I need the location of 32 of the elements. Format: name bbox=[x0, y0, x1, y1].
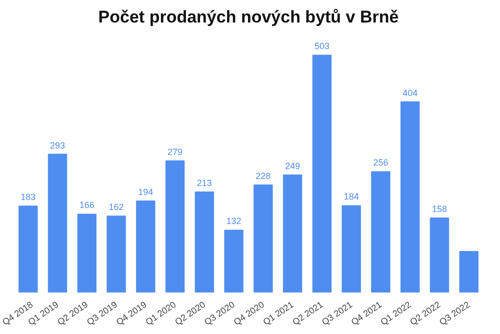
bar bbox=[342, 205, 361, 292]
bar bbox=[224, 230, 244, 292]
bar bbox=[194, 192, 214, 292]
bar bbox=[400, 101, 420, 292]
bar bbox=[48, 154, 68, 292]
data-label: 162 bbox=[108, 202, 124, 212]
bar bbox=[77, 214, 97, 292]
data-label: 132 bbox=[226, 216, 242, 226]
data-label: 184 bbox=[344, 192, 359, 202]
data-label: 404 bbox=[402, 88, 418, 98]
chart-title: Počet prodaných nových bytů v Brně bbox=[98, 8, 399, 26]
data-label: 183 bbox=[20, 192, 36, 202]
bar bbox=[106, 216, 126, 292]
bar bbox=[254, 184, 273, 292]
data-label: 279 bbox=[168, 146, 183, 157]
data-label: 256 bbox=[373, 158, 388, 168]
data-label: 228 bbox=[256, 170, 271, 181]
bar bbox=[282, 174, 302, 292]
bar bbox=[459, 250, 478, 292]
data-label: 194 bbox=[138, 186, 154, 197]
bar bbox=[371, 171, 390, 292]
bar bbox=[312, 54, 332, 292]
data-label: 249 bbox=[285, 161, 300, 172]
bar bbox=[18, 206, 38, 292]
data-label: 213 bbox=[196, 178, 212, 188]
data-label: 166 bbox=[79, 200, 94, 210]
bar bbox=[165, 160, 185, 292]
data-label: 503 bbox=[314, 41, 330, 52]
bar bbox=[136, 200, 156, 292]
bar bbox=[430, 217, 450, 292]
data-label: 293 bbox=[50, 140, 66, 150]
data-label: 158 bbox=[432, 204, 448, 214]
